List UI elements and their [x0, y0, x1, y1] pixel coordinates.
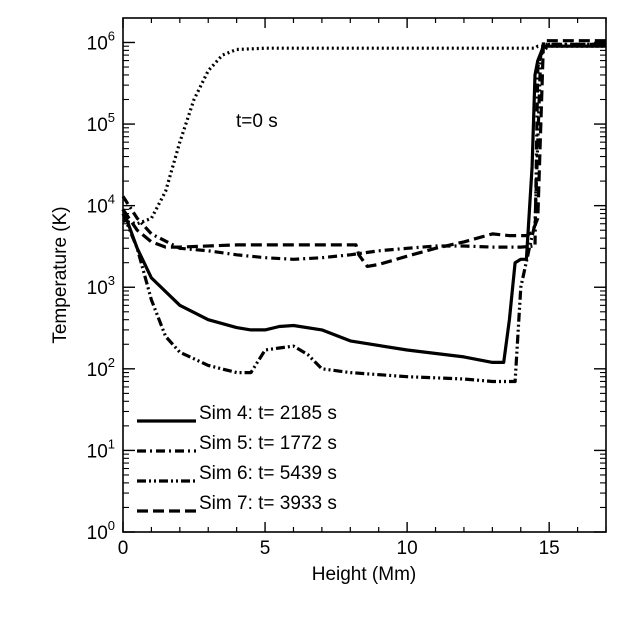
x-axis-label: Height (Mm) — [312, 564, 417, 585]
y-tick-label: 104 — [87, 192, 115, 218]
series-line-sim-6-t-5439-s — [121, 42, 606, 384]
y-tick-label: 103 — [87, 273, 115, 299]
y-tick-label: 100 — [87, 518, 115, 544]
series-line-sim-5-t-1772-s — [121, 42, 606, 261]
y-tick-label: 102 — [87, 355, 115, 381]
x-axis-ticks: 0 5 10 15 — [118, 18, 607, 559]
series-line-sim-4-t-2185-s — [121, 44, 606, 364]
y-tick-label: 105 — [87, 110, 115, 136]
x-tick-label: 0 — [118, 538, 129, 559]
y-axis-label: Temperature (K) — [50, 206, 71, 343]
annotation-t0: t=0 s — [236, 111, 278, 132]
legend-label: Sim 4: t= 2185 s — [199, 403, 337, 424]
y-axis-ticks: 100 101 102 103 104 105 106 — [87, 28, 606, 544]
plot-frame — [122, 17, 607, 533]
x-tick-label: 15 — [539, 538, 560, 559]
legend-label: Sim 5: t= 1772 s — [199, 433, 337, 454]
series-line-sim-7-t-3933-s — [121, 39, 606, 268]
legend-label: Sim 6: t= 5439 s — [199, 463, 337, 484]
x-tick-label: 5 — [260, 538, 271, 559]
y-tick-label: 101 — [87, 436, 115, 462]
x-tick-label: 10 — [397, 538, 418, 559]
series-lines — [121, 39, 606, 384]
y-tick-label: 106 — [87, 28, 115, 54]
legend-label: Sim 7: t= 3933 s — [199, 493, 337, 514]
legend: Sim 4: t= 2185 s Sim 5: t= 1772 s Sim 6: t… — [137, 403, 337, 514]
